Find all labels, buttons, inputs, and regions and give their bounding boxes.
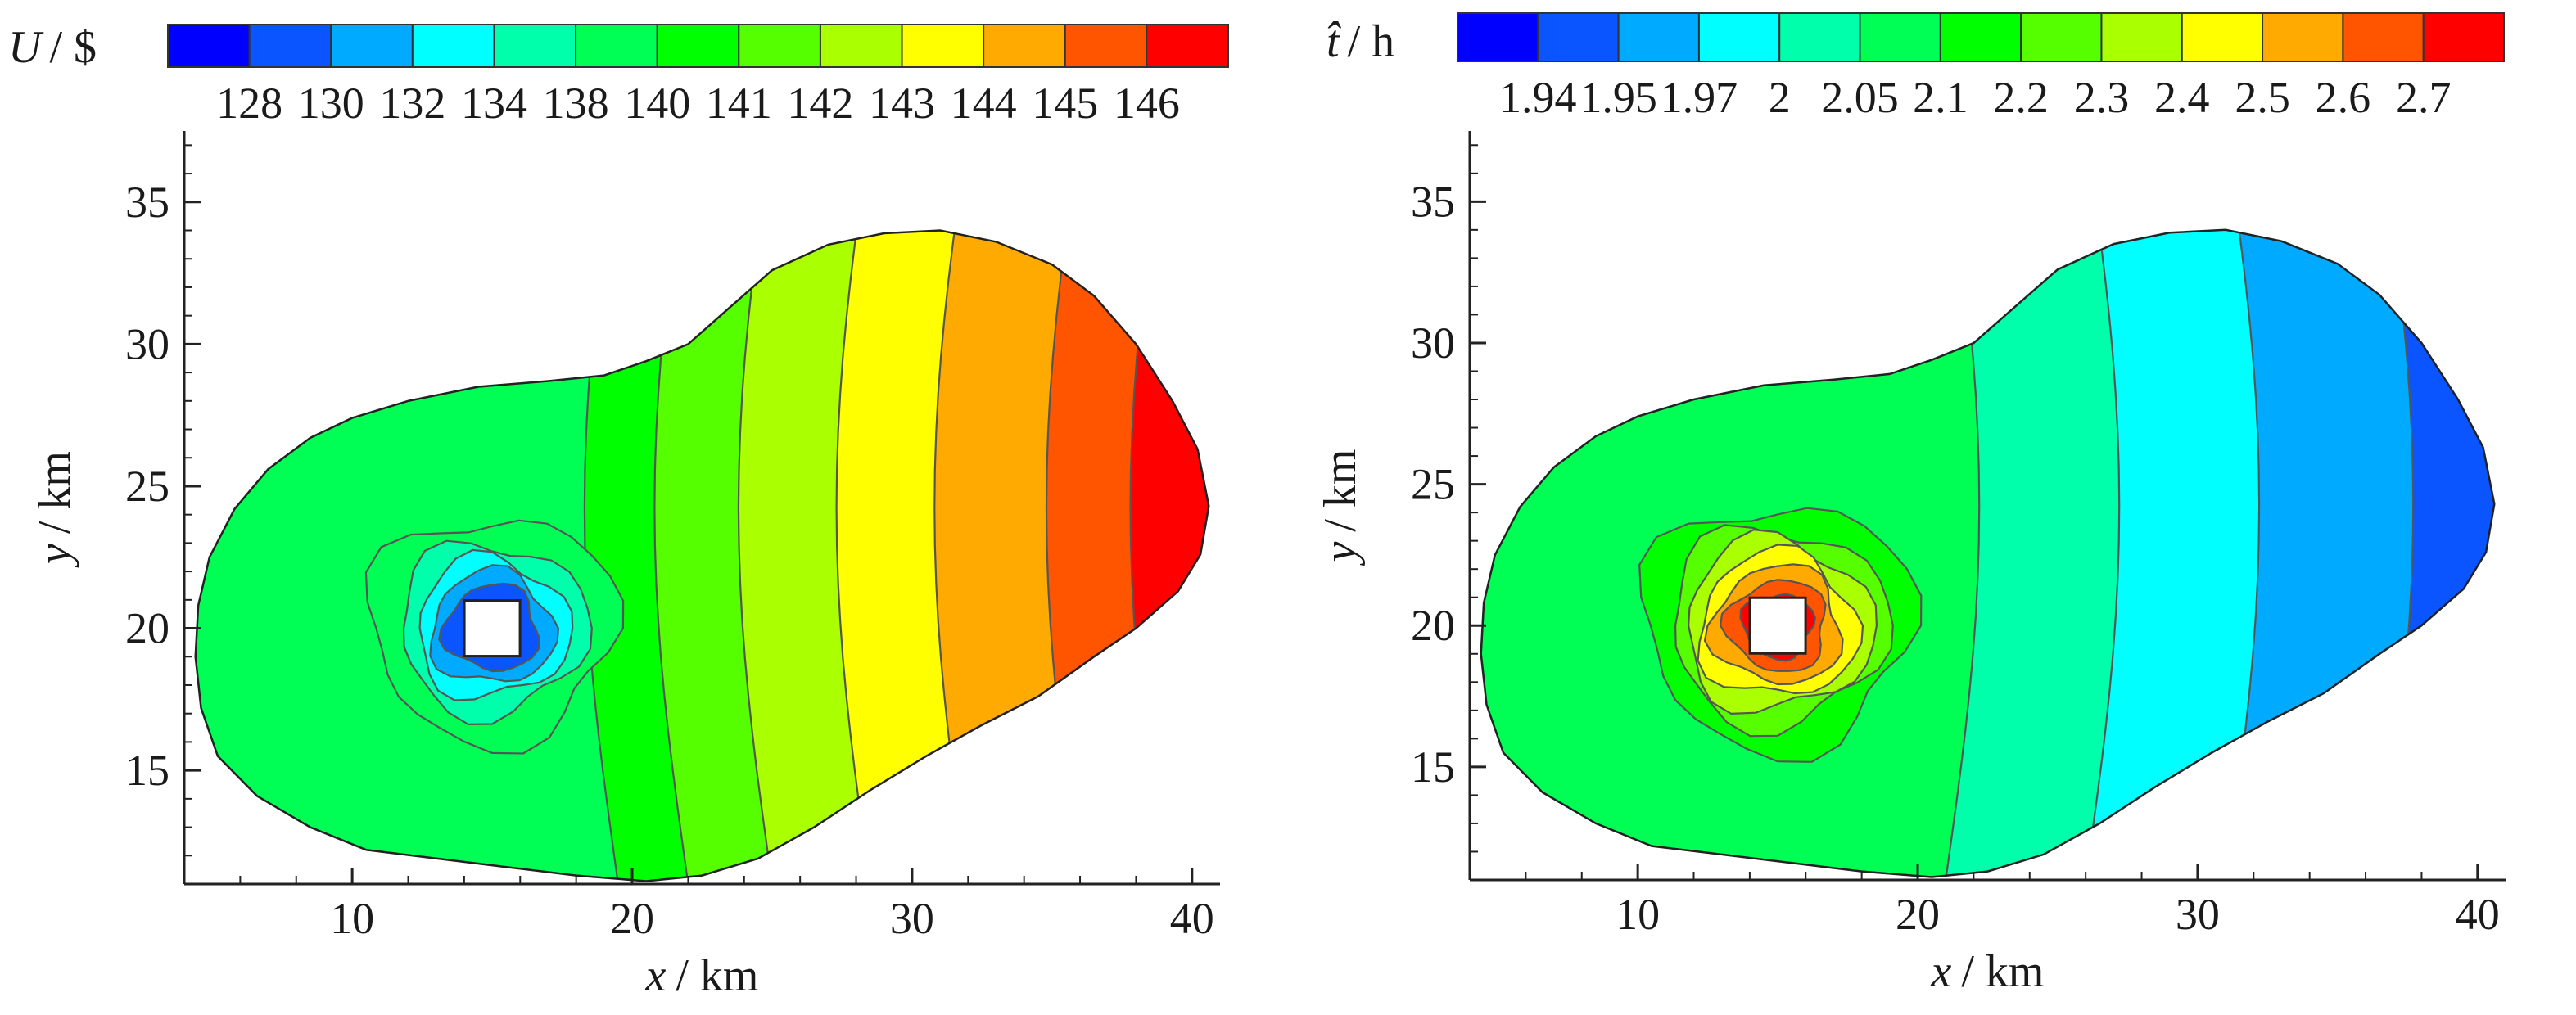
colorbar-cell: [2262, 12, 2344, 62]
colorbar-cell: [575, 24, 658, 68]
x-tick-label: 30: [2176, 890, 2220, 939]
colorbar-cell: [1697, 12, 1781, 62]
colorbar-cell: [248, 24, 332, 68]
x-axis-label-unit: / km: [1961, 946, 2044, 997]
colorbar-title-var: U: [8, 22, 44, 73]
y-tick-label: 25: [125, 462, 169, 511]
colorbar-level-label: 130: [298, 79, 364, 128]
colorbar-cell: [1939, 12, 2022, 62]
y-tick-label: 15: [125, 746, 169, 795]
colorbar: 1.94 1.95 1.97 2 2.05 2.1 2.2 2.3 2.4 2.5 2.6 2.7 t̂…: [1326, 12, 2506, 122]
region-outline: [1480, 228, 2496, 878]
colorbar-level-label: 2.2: [1993, 73, 2049, 122]
colorbar-level-label: 146: [1114, 79, 1180, 128]
colorbar-level-label: 140: [624, 79, 690, 128]
y-tick-label: 35: [1411, 177, 1455, 226]
colorbar-cell: [1537, 12, 1620, 62]
colorbar-level-label: 2.6: [2316, 73, 2371, 122]
colorbar-title-unit: / $: [49, 22, 97, 73]
colorbar-cell: [1859, 12, 1941, 62]
y-tick-label: 15: [1411, 742, 1455, 792]
colorbar-cell: [983, 24, 1066, 68]
colorbar-title-unit: / h: [1348, 16, 1395, 67]
y-axis-label-unit: / km: [1315, 449, 1366, 532]
colorbar-cell: [2422, 12, 2506, 62]
colorbar-cell: [656, 24, 740, 68]
colorbar-level-label: 1.97: [1661, 73, 1738, 122]
colorbar-level-label: 2.3: [2074, 73, 2130, 122]
y-axis-label: y / km: [1315, 449, 1366, 566]
x-tick-label: 20: [1896, 890, 1940, 939]
colorbar-level-label: 145: [1032, 79, 1098, 128]
colorbar-level-label: 2.05: [1821, 73, 1899, 122]
colorbar-level-label: 141: [706, 79, 772, 128]
colorbar-level-label: 2.4: [2154, 73, 2210, 122]
y-tick-label: 25: [1411, 460, 1455, 509]
x-tick-label: 30: [890, 894, 934, 943]
colorbar-level-label: 2.7: [2396, 73, 2452, 122]
colorbar-cell: [330, 24, 414, 68]
colorbar-cell: [1146, 24, 1230, 68]
colorbar-cell: [1064, 24, 1148, 68]
y-axis-label-var: y: [1315, 541, 1366, 566]
colorbar-level-label: 132: [379, 79, 445, 128]
x-axis-label: x / km: [1931, 946, 2045, 997]
colorbar-title-var: t̂: [1326, 16, 1341, 67]
colorbar-title: U / $: [8, 22, 97, 73]
colorbar-level-label: 1.94: [1499, 73, 1577, 122]
colorbar-cell: [1457, 12, 1539, 62]
region-outline: [194, 229, 1210, 882]
y-tick-label: 30: [125, 319, 169, 368]
colorbar-title: t̂ / h: [1326, 16, 1394, 67]
colorbar-cell: [493, 24, 577, 68]
y-axis-label-var: y: [29, 544, 80, 568]
colorbar-level-label: 144: [951, 79, 1017, 128]
colorbar-level-label: 2.1: [1913, 73, 1968, 122]
colorbar-level-label: 2.5: [2235, 73, 2290, 122]
depot-marker: [463, 599, 522, 658]
colorbar-level-label: 142: [787, 79, 853, 128]
x-axis-label: x / km: [645, 950, 759, 1001]
x-tick-label: 20: [610, 894, 654, 943]
colorbar-level-label: 2: [1769, 73, 1791, 122]
colorbar-cell: [1617, 12, 1700, 62]
colorbar-cell: [2181, 12, 2264, 62]
colorbar-cell: [901, 24, 985, 68]
x-axis-label-var: x: [645, 950, 667, 1001]
y-axis-label: y / km: [29, 451, 80, 568]
y-tick-label: 35: [125, 178, 169, 227]
colorbar-cell: [2342, 12, 2425, 62]
x-tick-label: 10: [1616, 890, 1660, 939]
y-axis-label-unit: / km: [29, 451, 80, 534]
colorbar-level-label: 128: [216, 79, 282, 128]
colorbar-cell: [1778, 12, 1861, 62]
colorbar-level-label: 138: [543, 79, 609, 128]
colorbar-cell: [2020, 12, 2103, 62]
colorbar-level-label: 1.95: [1579, 73, 1657, 122]
colorbar-level-label: 134: [461, 79, 527, 128]
contour-band: [2224, 229, 2495, 877]
x-tick-label: 40: [2456, 890, 2500, 939]
y-tick-label: 20: [1411, 601, 1455, 650]
x-tick-label: 10: [330, 894, 374, 943]
colorbar-cell: [738, 24, 821, 68]
colorbar-cell: [167, 24, 251, 68]
colorbar: 128 130 132 134 138 140 141 142 143 144 145 146 U / $: [8, 22, 1230, 128]
x-tick-label: 40: [1170, 894, 1214, 943]
contour-field: [195, 230, 1209, 882]
colorbar-level-label: 143: [869, 79, 935, 128]
x-axis-label-var: x: [1931, 946, 1952, 997]
contour-field: [1480, 229, 2495, 877]
y-tick-label: 20: [125, 604, 169, 653]
y-tick-label: 30: [1411, 318, 1455, 368]
colorbar-cell: [411, 24, 495, 68]
x-axis-label-unit: / km: [676, 950, 758, 1001]
depot-marker: [1748, 596, 1807, 655]
colorbar-cell: [819, 24, 903, 68]
colorbar-cell: [2100, 12, 2183, 62]
